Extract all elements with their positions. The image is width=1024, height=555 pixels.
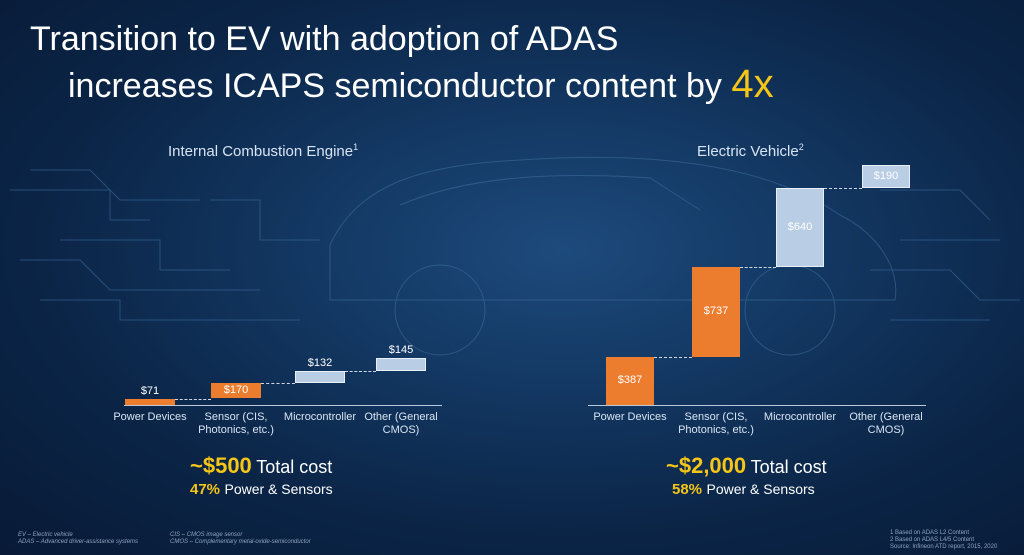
ev-category-line: Power Devices [593, 411, 667, 423]
ev-bar-sensor [692, 266, 740, 358]
ev-category-line: Other (General [849, 411, 923, 423]
ice-x-axis [124, 405, 442, 406]
ev-value-label-sensor: $737 [703, 305, 729, 318]
footnote-line: 2 Based on ADAS L4/5 Content [890, 537, 975, 543]
ice-value-label-power: $71 [140, 384, 160, 397]
ice-share-pct: 47% [190, 481, 221, 498]
ev-value-label-micro: $640 [787, 220, 813, 233]
ice-footnote-ref: 1 [353, 142, 359, 152]
ice-value-label-other: $145 [388, 343, 414, 356]
ev-share: 58% Power & Sensors [672, 481, 815, 499]
ev-total-label: Total cost [750, 457, 827, 477]
footnote-line: 1 Based on ADAS L2 Content [890, 530, 970, 536]
footnote-line: ADAS – Advanced driver-assistance system… [18, 539, 139, 545]
title-highlight: 4x [731, 62, 774, 106]
ev-chart-title: Electric Vehicle2 [697, 142, 804, 160]
ev-chart-title-text: Electric Vehicle [697, 143, 799, 160]
ice-category-line: Sensor (CIS, [204, 411, 268, 423]
ice-value-label-micro: $132 [307, 356, 333, 369]
ice-chart-title-text: Internal Combustion Engine [168, 143, 354, 160]
footnote-abbrev-middle: CIS – CMOS image sensor CMOS – Complemen… [170, 532, 311, 546]
ice-share: 47% Power & Sensors [190, 481, 333, 499]
ice-bar-power [125, 398, 175, 405]
ev-category-line: Photonics, etc.) [678, 424, 754, 436]
ev-connector [654, 357, 692, 359]
ev-category-line: CMOS) [867, 424, 905, 436]
ice-category-line: Microcontroller [283, 411, 357, 423]
ice-total-cost: ~$500 Total cost [190, 453, 332, 479]
ice-category-line: CMOS) [382, 424, 420, 436]
ev-total-value: ~$2,000 [666, 453, 747, 478]
ev-share-pct: 58% [672, 481, 703, 498]
ev-category-line: Microcontroller [763, 411, 837, 423]
ice-share-label: Power & Sensors [224, 481, 333, 497]
ev-bar-other [862, 165, 910, 189]
ev-category-power: Power Devices [582, 411, 678, 424]
ice-category-power: Power Devices [102, 411, 198, 424]
ev-value-label-power: $387 [617, 374, 643, 387]
footnote-line: CIS – CMOS image sensor [170, 532, 243, 538]
ev-connector [740, 266, 776, 268]
footnote-abbrev-left: EV – Electric vehicle ADAS – Advanced dr… [18, 532, 138, 546]
ice-bar-micro [295, 370, 345, 383]
ice-bar-sensor [211, 382, 261, 399]
ev-category-other: Other (General CMOS) [838, 411, 934, 437]
ev-total-cost: ~$2,000 Total cost [666, 453, 827, 479]
ev-category-micro: Microcontroller [752, 411, 848, 424]
slide-title-line1: Transition to EV with adoption of ADAS [30, 20, 619, 58]
ice-category-line: Power Devices [113, 411, 187, 423]
footnote-line: EV – Electric vehicle [18, 532, 73, 538]
ev-value-label-other: $190 [873, 169, 899, 182]
ice-category-line: Other (General [364, 411, 438, 423]
ice-category-other: Other (General CMOS) [353, 411, 449, 437]
ev-bar-power [606, 357, 654, 405]
slide-title-line2-text: increases ICAPS semiconductor content by [68, 67, 722, 105]
ice-bar-other [376, 357, 426, 371]
ev-x-axis [588, 405, 926, 406]
ice-chart-title: Internal Combustion Engine1 [168, 142, 358, 160]
ice-category-micro: Microcontroller [272, 411, 368, 424]
ice-connector [175, 398, 211, 400]
footnote-line: Source: Infineon ATD report, 2015, 2020 [890, 544, 998, 550]
ice-total-label: Total cost [256, 457, 333, 477]
ev-footnote-ref: 2 [798, 142, 804, 152]
ev-connector [824, 188, 862, 190]
footnote-line: CMOS – Complementary metal-oxide-semicon… [170, 539, 311, 545]
ice-category-line: Photonics, etc.) [198, 424, 274, 436]
ice-connector [261, 382, 295, 384]
ice-total-value: ~$500 [190, 453, 252, 478]
ice-value-label-sensor: $170 [223, 383, 249, 396]
ice-category-sensor: Sensor (CIS, Photonics, etc.) [188, 411, 284, 437]
ev-share-label: Power & Sensors [706, 481, 815, 497]
ev-bar-micro [776, 188, 824, 267]
ev-category-sensor: Sensor (CIS, Photonics, etc.) [668, 411, 764, 437]
ev-category-line: Sensor (CIS, [684, 411, 748, 423]
ice-connector [345, 370, 376, 372]
footnote-sources: 1 Based on ADAS L2 Content 2 Based on AD… [890, 530, 997, 551]
slide-title-line2: increases ICAPS semiconductor content by… [68, 62, 1024, 107]
